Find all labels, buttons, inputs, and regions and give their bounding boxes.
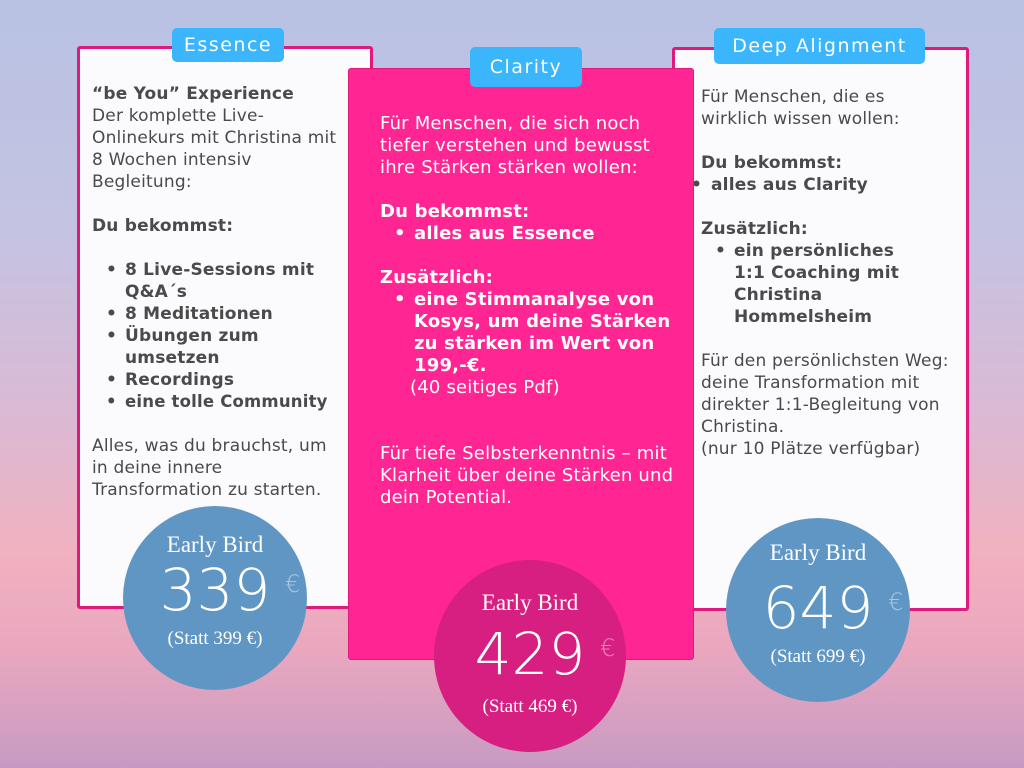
extra-item: ein persönliches 1:1 Coaching mit Christ… bbox=[701, 240, 921, 328]
euro-icon: € bbox=[600, 634, 616, 662]
feature-list: alles aus Essence bbox=[380, 223, 693, 245]
extra-heading: Zusätzlich: bbox=[380, 267, 494, 288]
price-badge-clarity: Early Bird 429 € (Statt 469 €) bbox=[434, 560, 626, 752]
plan-outro: Alles, was du brauchst, um in deine inne… bbox=[92, 436, 327, 500]
feature-list: 8 Live-Sessions mit Q&A´s 8 Meditationen… bbox=[92, 259, 362, 413]
you-get-heading: Du bekommst: bbox=[92, 216, 234, 236]
price-badge-essence: Early Bird 339 € (Statt 399 €) bbox=[123, 506, 307, 690]
extra-heading: Zusätzlich: bbox=[701, 219, 808, 239]
plan-intro: Für Menschen, die sich noch tiefer verst… bbox=[380, 113, 650, 178]
price-badge-deep-alignment: Early Bird 649 € (Statt 699 €) bbox=[726, 518, 910, 702]
feature-item: Übungen zum umsetzen bbox=[92, 325, 282, 369]
feature-item: 8 Live-Sessions mit Q&A´s bbox=[92, 259, 332, 303]
you-get-heading: Du bekommst: bbox=[380, 201, 530, 222]
extra-list: eine Stimmanalyse von Kosys, um deine St… bbox=[380, 289, 680, 377]
old-price: (Statt 399 €) bbox=[167, 628, 263, 649]
tag-deep-alignment: Deep Alignment bbox=[714, 28, 925, 64]
feature-item: 8 Meditationen bbox=[92, 303, 362, 325]
feature-item: eine tolle Community bbox=[92, 391, 362, 413]
price: 649 € bbox=[763, 576, 904, 640]
plan-intro: Für Menschen, die es wirklich wissen wol… bbox=[701, 87, 900, 129]
plan-title: “be You” Experience bbox=[92, 84, 294, 104]
old-price: (Statt 699 €) bbox=[770, 646, 866, 667]
extra-list: ein persönliches 1:1 Coaching mit Christ… bbox=[701, 240, 951, 328]
feature-list: alles aus Clarity bbox=[691, 174, 966, 196]
early-bird-label: Early Bird bbox=[769, 540, 867, 565]
feature-item: alles aus Essence bbox=[380, 223, 693, 245]
feature-item: alles aus Clarity bbox=[677, 174, 942, 196]
extra-item: eine Stimmanalyse von Kosys, um deine St… bbox=[380, 289, 680, 377]
early-bird-label: Early Bird bbox=[166, 532, 264, 557]
plan-card-essence: “be You” Experience Der komplette Live-O… bbox=[77, 46, 373, 609]
plan-note: (nur 10 Plätze verfügbar) bbox=[701, 439, 921, 459]
plan-intro: Der komplette Live-Onlinekurs mit Christ… bbox=[92, 106, 337, 192]
euro-icon: € bbox=[888, 588, 904, 616]
plan-note: (40 seitiges Pdf) bbox=[410, 377, 560, 398]
euro-icon: € bbox=[285, 570, 301, 598]
early-bird-label: Early Bird bbox=[481, 590, 579, 615]
plan-card-deep-alignment: Für Menschen, die es wirklich wissen wol… bbox=[672, 47, 969, 611]
tag-clarity: Clarity bbox=[470, 47, 582, 87]
plan-outro: Für tiefe Selbsterkenntnis – mit Klarhei… bbox=[380, 443, 674, 508]
price: 339 € bbox=[160, 558, 301, 622]
feature-item: Recordings bbox=[92, 369, 362, 391]
price: 429 € bbox=[475, 622, 616, 686]
plan-outro: Für den persönlichsten Weg: deine Transf… bbox=[701, 351, 949, 437]
old-price: (Statt 469 €) bbox=[482, 696, 578, 717]
you-get-heading: Du bekommst: bbox=[701, 153, 843, 173]
tag-essence: Essence bbox=[172, 28, 284, 62]
